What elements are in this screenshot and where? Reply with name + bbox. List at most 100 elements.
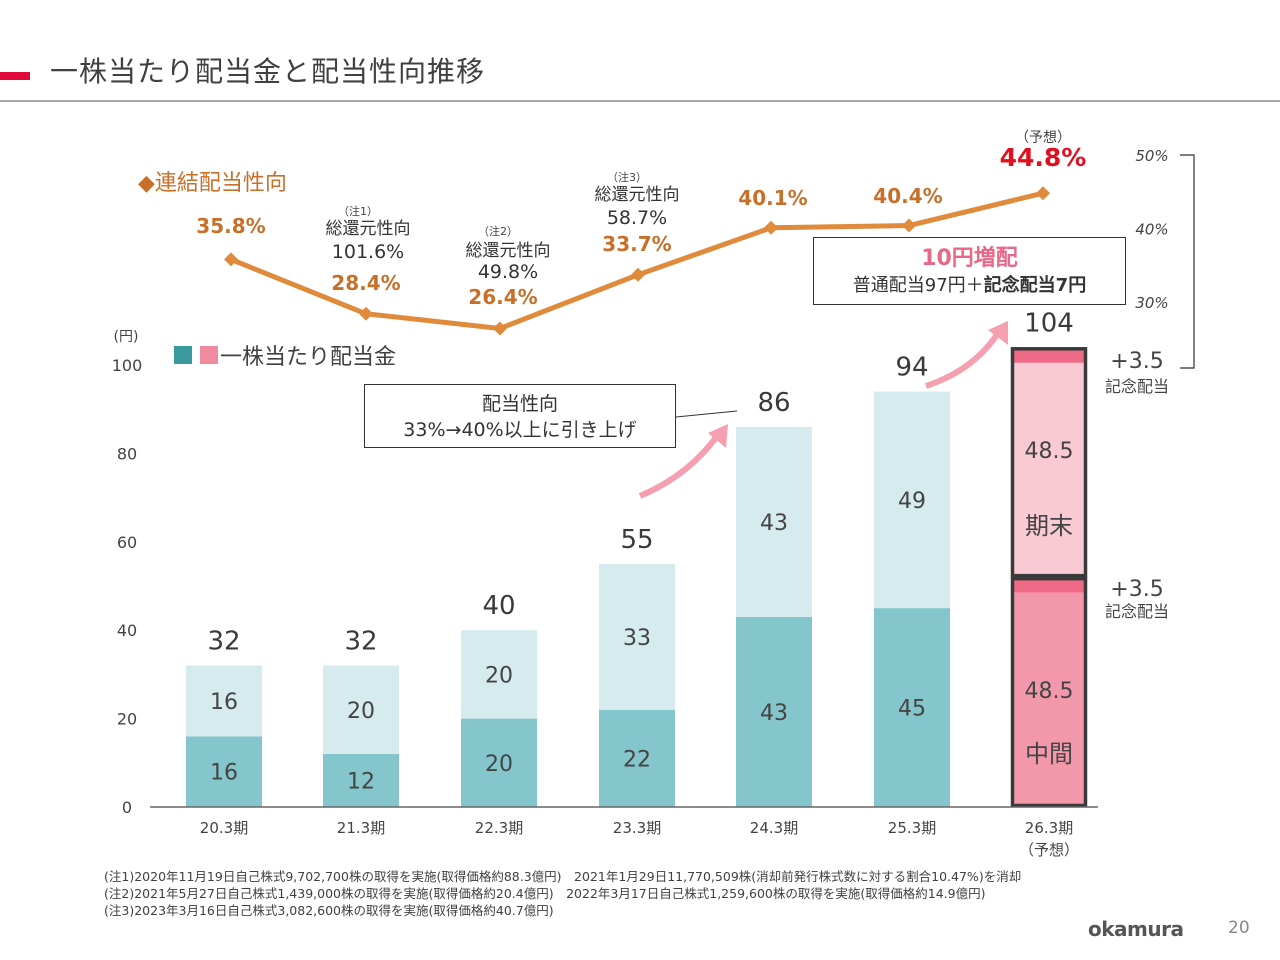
bar-year-end-value: 43 bbox=[760, 511, 788, 536]
bar-interim bbox=[736, 616, 812, 807]
total-return-value: 101.6% bbox=[332, 241, 404, 263]
bar-interim-outline bbox=[1010, 576, 1088, 808]
payout-ratio-marker bbox=[631, 267, 645, 282]
callout-leader-line bbox=[675, 410, 738, 418]
bar-interim-value: 20 bbox=[485, 752, 513, 777]
payout-ratio-marker bbox=[764, 220, 778, 235]
payout-ratio-marker bbox=[493, 321, 507, 336]
y-tick-label: 60 bbox=[117, 533, 137, 552]
legend-label: 一株当たり配当金 bbox=[220, 345, 396, 370]
bar-total-label: 32 bbox=[344, 627, 377, 657]
bar-interim-value: 48.5 bbox=[1025, 679, 1074, 704]
bar-year-end-commemorative bbox=[1011, 347, 1087, 363]
bar-interim-value: 12 bbox=[347, 769, 375, 794]
bar-interim bbox=[323, 753, 399, 807]
total-return-note-ref: （注2） bbox=[478, 224, 518, 238]
bar-total-label: 104 bbox=[1024, 308, 1074, 338]
bar-total-label: 32 bbox=[207, 627, 240, 657]
line-legend-label: ◆連結配当性向 bbox=[138, 171, 287, 196]
page-number: 20 bbox=[1228, 918, 1250, 938]
bar-year-end-value: 20 bbox=[485, 663, 513, 688]
bar-interim-value: 22 bbox=[623, 747, 651, 772]
increase-commemorative: 記念配当7円 bbox=[983, 275, 1087, 296]
payout-policy-callout: 配当性向 33%→40%以上に引き上げ bbox=[364, 384, 676, 448]
bar-year-end bbox=[599, 563, 675, 710]
total-return-note-ref: （注1） bbox=[338, 204, 378, 218]
commemorative-value: +3.5 bbox=[1110, 349, 1163, 374]
payout-ratio-marker bbox=[224, 252, 238, 267]
arrow-head-2 bbox=[988, 321, 1008, 345]
y-tick-label: 40 bbox=[117, 621, 137, 640]
bar-interim bbox=[461, 718, 537, 807]
commemorative-label: 記念配当 bbox=[1105, 377, 1169, 396]
bar-total-label: 94 bbox=[895, 353, 928, 383]
x-tick-label: 22.3期 bbox=[475, 819, 523, 837]
increase-normal: 普通配当97円＋ bbox=[852, 275, 984, 296]
y-tick-label: 0 bbox=[122, 798, 132, 817]
footnote-1: (注1)2020年11月19日自己株式9,702,700株の取得を実施(取得価格… bbox=[104, 869, 1022, 884]
bar-year-end bbox=[874, 391, 950, 609]
payout-ratio-label: 40.4% bbox=[873, 184, 942, 208]
increase-arrow-1 bbox=[638, 430, 723, 499]
right-axis-tick: 40% bbox=[1135, 221, 1168, 239]
bar-year-end bbox=[1011, 362, 1087, 578]
footnote-3: (注3)2023年3月16日自己株式3,082,600株の取得を実施(取得価格約… bbox=[104, 903, 554, 918]
payout-ratio-marker bbox=[902, 218, 916, 233]
x-tick-label: 20.3期 bbox=[200, 819, 248, 837]
x-tick-label: 25.3期 bbox=[888, 819, 936, 837]
bar-interim-value: 16 bbox=[210, 761, 238, 786]
bar-total-label: 40 bbox=[482, 591, 515, 621]
arrow-head-1 bbox=[708, 424, 728, 448]
total-return-label: 総還元性向 bbox=[595, 185, 680, 205]
payout-ratio-label: 35.8% bbox=[196, 214, 265, 238]
payout-ratio-label: 26.4% bbox=[468, 285, 537, 309]
increase-callout-title: 10円増配 bbox=[921, 246, 1018, 271]
payout-ratio-label: 40.1% bbox=[738, 186, 807, 210]
total-return-value: 58.7% bbox=[607, 207, 667, 229]
forecast-label: （予想） bbox=[1015, 130, 1071, 146]
bar-interim bbox=[874, 608, 950, 807]
legend-pink-swatch bbox=[200, 346, 218, 364]
page-title: 一株当たり配当金と配当性向推移 bbox=[50, 55, 486, 88]
bar-interim-commemorative bbox=[1011, 577, 1087, 593]
bar-year-end bbox=[461, 630, 537, 719]
bar-year-end-value: 49 bbox=[898, 489, 926, 514]
payout-ratio-marker bbox=[359, 306, 373, 321]
y-axis-unit: (円) bbox=[114, 329, 139, 345]
title-divider bbox=[0, 100, 1280, 102]
x-tick-label: 26.3期 bbox=[1025, 819, 1073, 837]
x-tick-sublabel: （予想） bbox=[1019, 841, 1079, 859]
payout-callout-line2: 33%→40%以上に引き上げ bbox=[403, 419, 637, 441]
legend-teal-swatch bbox=[174, 346, 192, 364]
y-tick-label: 20 bbox=[117, 710, 137, 729]
right-axis-tick: 50% bbox=[1135, 147, 1168, 165]
bar-year-end-value: 33 bbox=[623, 626, 651, 651]
bar-total-label: 55 bbox=[620, 525, 653, 555]
total-return-note-ref: （注3） bbox=[607, 170, 647, 184]
bar-interim-value: 45 bbox=[898, 697, 926, 722]
bar-year-end bbox=[323, 665, 399, 754]
bar-interim-tag: 中間 bbox=[1025, 740, 1073, 768]
bar-year-end bbox=[186, 665, 262, 737]
payout-ratio-label: 44.8% bbox=[1000, 143, 1087, 172]
payout-ratio-label: 33.7% bbox=[602, 232, 671, 256]
x-tick-label: 21.3期 bbox=[337, 819, 385, 837]
total-return-label: 総還元性向 bbox=[466, 241, 551, 261]
right-axis-bracket bbox=[1180, 154, 1195, 369]
bar-year-end-value: 20 bbox=[347, 699, 375, 724]
payout-callout-line1: 配当性向 bbox=[481, 393, 558, 415]
payout-ratio-label: 28.4% bbox=[331, 271, 400, 295]
increase-arrow-2 bbox=[925, 328, 1003, 389]
bar-interim bbox=[1011, 592, 1087, 807]
increase-callout-detail: 普通配当97円＋記念配当7円 bbox=[814, 274, 1125, 298]
x-tick-label: 24.3期 bbox=[750, 819, 798, 837]
footnote-2: (注2)2021年5月27日自己株式1,439,000株の取得を実施(取得価格約… bbox=[104, 886, 986, 901]
bar-interim bbox=[599, 709, 675, 807]
bar-interim-value: 43 bbox=[760, 701, 788, 726]
bar-interim bbox=[186, 736, 262, 807]
payout-ratio-marker bbox=[1036, 186, 1050, 201]
dividend-increase-callout: 10円増配 普通配当97円＋記念配当7円 bbox=[813, 237, 1126, 305]
total-return-label: 総還元性向 bbox=[326, 219, 411, 239]
okamura-logo: okamura bbox=[1088, 917, 1184, 941]
